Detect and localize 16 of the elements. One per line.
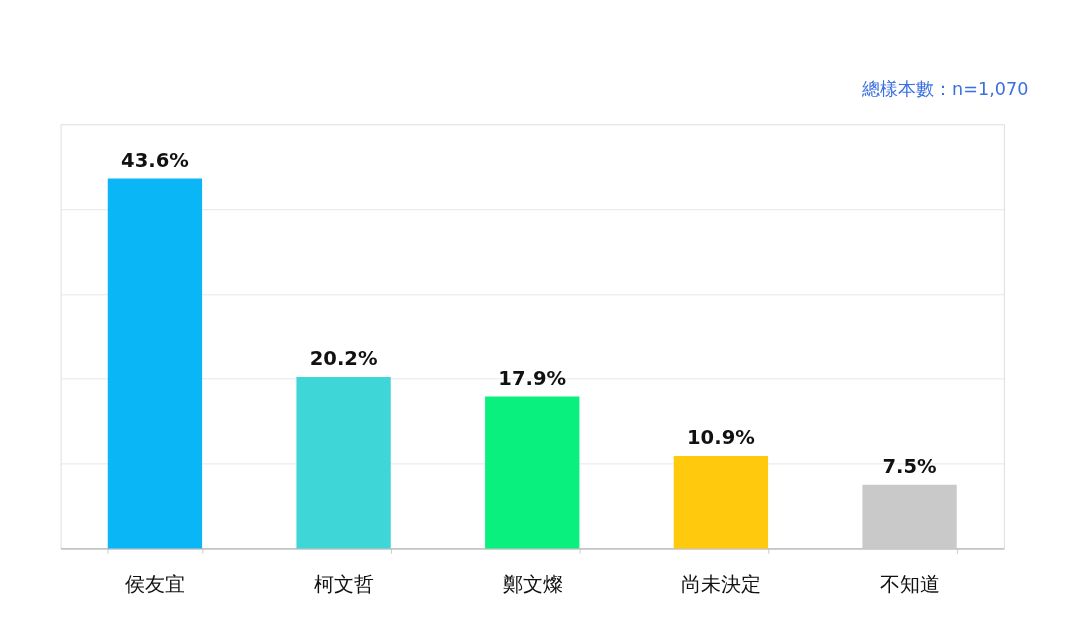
bar bbox=[485, 396, 580, 549]
data-label: 20.2% bbox=[309, 347, 378, 371]
x-tick-label: 鄭文燦 bbox=[502, 572, 563, 596]
bar bbox=[107, 178, 203, 549]
data-label: 17.9% bbox=[498, 366, 567, 390]
x-tick-label: 不知道 bbox=[880, 572, 941, 596]
data-label: 43.6% bbox=[121, 148, 189, 172]
data-label: 7.5% bbox=[882, 455, 937, 479]
data-label: 10.9% bbox=[687, 426, 755, 450]
bar bbox=[673, 455, 769, 549]
x-tick-label: 柯文哲 bbox=[314, 572, 375, 596]
x-tick-label: 侯友宜 bbox=[125, 572, 186, 596]
x-tick-label: 尚未決定 bbox=[681, 572, 762, 596]
bar bbox=[296, 377, 391, 549]
bar bbox=[862, 484, 957, 549]
text: 總樣本數：n=1,070 bbox=[861, 78, 1029, 99]
